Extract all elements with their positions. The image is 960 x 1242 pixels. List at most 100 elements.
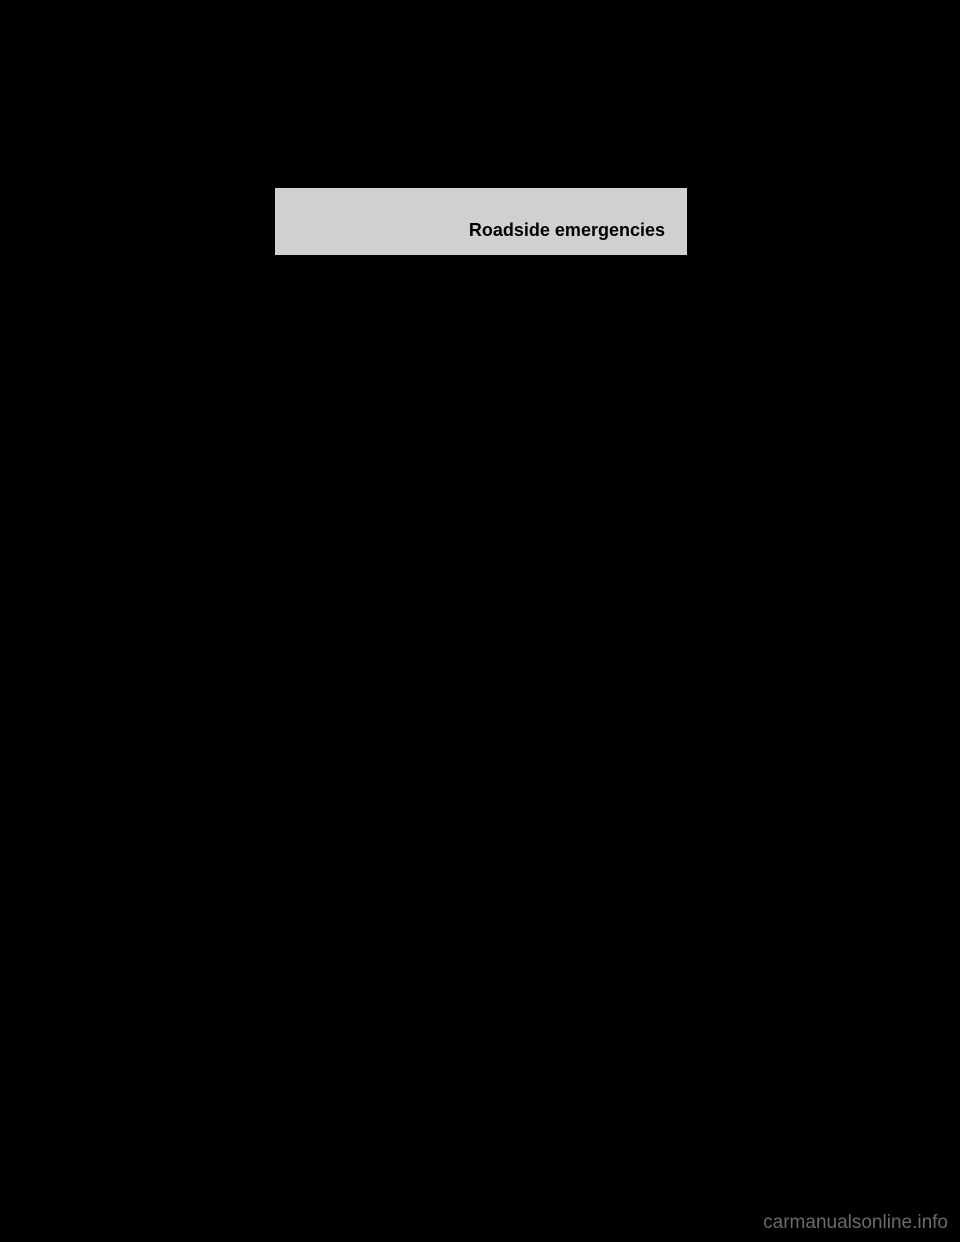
table-cell: 45 bbox=[276, 756, 347, 775]
table-cell: Starter bbox=[437, 795, 687, 814]
table-cell: 30A** bbox=[347, 563, 437, 582]
table-cell: Not Used bbox=[437, 872, 687, 891]
table-cell: Ignition Switch bbox=[437, 679, 687, 698]
table-cell: 40A** bbox=[347, 602, 437, 621]
table-cell: 27 bbox=[276, 380, 347, 399]
table-row: 51—Not Used bbox=[276, 872, 687, 891]
table-row: 28—Not Used bbox=[276, 400, 687, 419]
table-cell: Front Wiper Motor, Front Washer Pump (Ga… bbox=[437, 438, 687, 486]
table-cell: — bbox=[347, 380, 437, 399]
table-cell: Modified Vehicle Power, Power #1 and #2 bbox=[437, 505, 687, 524]
table-cell: 42 bbox=[276, 698, 347, 717]
table-cell: 10A* bbox=[347, 342, 437, 361]
table-row: 3320A**ABS Valve bbox=[276, 525, 687, 544]
table-cell: PCM Power bbox=[437, 563, 687, 582]
table-cell: 31 bbox=[276, 486, 347, 505]
table-row: 3620A**Rear Power Windows (without DSM) bbox=[276, 583, 687, 602]
table-cell: 28 bbox=[276, 400, 347, 419]
table-cell: 25 bbox=[276, 342, 347, 361]
table-cell: Rear Power Windows (without DSM) bbox=[437, 583, 687, 602]
table-cell: Driver Seat Motors bbox=[437, 621, 687, 640]
table-cell: — bbox=[347, 737, 437, 756]
table-row: 50—Not Used bbox=[276, 853, 687, 872]
table-row: 48—Auxiliary Cooling Fan (Diesel only) bbox=[276, 814, 687, 833]
table-row: 3130A**Climate Controlled Seats Modules bbox=[276, 486, 687, 505]
col-header-location: Fuse/Relay Location bbox=[276, 289, 347, 323]
table-cell: PJB bbox=[437, 419, 687, 438]
table-cell: — bbox=[347, 834, 437, 853]
table-cell: 37 bbox=[276, 602, 347, 621]
table-cell: 51 bbox=[276, 872, 347, 891]
fuse-table: Fuse/Relay Location Fuse Amp Rating Desc… bbox=[275, 288, 687, 911]
table-cell: Not Used bbox=[437, 323, 687, 342]
table-cell: 30A** bbox=[347, 660, 437, 679]
table-cell: 40 bbox=[276, 660, 347, 679]
table-cell: 36 bbox=[276, 583, 347, 602]
table-cell: 48 bbox=[276, 814, 347, 833]
table-cell: 38 bbox=[276, 621, 347, 640]
table-row: 27—Not Used bbox=[276, 380, 687, 399]
table-cell: Heated Backlite bbox=[437, 698, 687, 717]
table-cell: 30A** bbox=[347, 438, 437, 486]
table-cell: 49 bbox=[276, 834, 347, 853]
table-cell: — bbox=[347, 795, 437, 814]
table-header-row: Fuse/Relay Location Fuse Amp Rating Desc… bbox=[276, 289, 687, 323]
table-row: 3830A**Driver Seat Motors bbox=[276, 621, 687, 640]
table-row: 52—Not Used bbox=[276, 891, 687, 910]
table-cell: ABS Valve bbox=[437, 525, 687, 544]
table-row: 45—Washer Pump (Diesel only) bbox=[276, 756, 687, 775]
table-cell: 30 bbox=[276, 438, 347, 486]
table-cell: — bbox=[347, 756, 437, 775]
table-cell: 20A* bbox=[347, 361, 437, 380]
table-cell: Rear Power Point bbox=[437, 361, 687, 380]
table-cell: 20A** bbox=[347, 583, 437, 602]
table-row: 46—Fuel Pump bbox=[276, 776, 687, 795]
table-cell: 50 bbox=[276, 853, 347, 872]
table-cell: 26 bbox=[276, 361, 347, 380]
table-row: 2960A**PJB bbox=[276, 419, 687, 438]
table-cell: Rear Blower Motor bbox=[437, 602, 687, 621]
table-cell: 44 bbox=[276, 737, 347, 756]
table-cell: 50A** bbox=[347, 505, 437, 524]
table-cell: 30A** bbox=[347, 621, 437, 640]
table-cell: — bbox=[347, 872, 437, 891]
table-cell: Fuel Pump bbox=[437, 776, 687, 795]
table-cell: — bbox=[347, 776, 437, 795]
table-cell: 41 bbox=[276, 679, 347, 698]
table-cell: 39 bbox=[276, 641, 347, 660]
table-row: 3930A**Passenger Seat or Third Row Seat bbox=[276, 641, 687, 660]
table-cell: Not Used bbox=[437, 400, 687, 419]
table-cell: — bbox=[347, 814, 437, 833]
table-cell: 40A** bbox=[347, 679, 437, 698]
table-row: 2510A*Left Headlamp Low Beam bbox=[276, 342, 687, 361]
table-row: 3530A**PCM Power bbox=[276, 563, 687, 582]
table-cell: Not Used bbox=[437, 834, 687, 853]
table-cell: 32 bbox=[276, 505, 347, 524]
table-cell: Passenger Seat or Third Row Seat bbox=[437, 641, 687, 660]
page-title: Roadside emergencies bbox=[469, 220, 665, 241]
table-row: 24—Not Used bbox=[276, 323, 687, 342]
watermark: carmanualsonline.info bbox=[763, 1212, 948, 1234]
table-cell: 52 bbox=[276, 891, 347, 910]
table-cell: 30A** bbox=[347, 641, 437, 660]
table-cell: Not Used bbox=[437, 891, 687, 910]
table-row: 4230A**Heated Backlite bbox=[276, 698, 687, 717]
header-band: Roadside emergencies bbox=[275, 188, 687, 256]
table-row: 4140A**Ignition Switch bbox=[276, 679, 687, 698]
table-cell: 46 bbox=[276, 776, 347, 795]
table-cell: 43 bbox=[276, 718, 347, 737]
table-cell: Auxiliary Blower Motor bbox=[437, 544, 687, 563]
table-cell: — bbox=[347, 853, 437, 872]
table-row: 4030A**DSM Power, Rear Power Windows bbox=[276, 660, 687, 679]
table-cell: 30A** bbox=[347, 486, 437, 505]
table-cell: Auxiliary Cooling Fan (Diesel only) bbox=[437, 814, 687, 833]
table-cell: — bbox=[347, 323, 437, 342]
table-cell: 29 bbox=[276, 419, 347, 438]
table-cell: 30A** bbox=[347, 544, 437, 563]
table-row: 3740A**Rear Blower Motor bbox=[276, 602, 687, 621]
table-cell: Washer Pump (Diesel only) bbox=[437, 756, 687, 775]
table-row: 2620A*Rear Power Point bbox=[276, 361, 687, 380]
table-row: 3430A**Auxiliary Blower Motor bbox=[276, 544, 687, 563]
table-cell: 24 bbox=[276, 323, 347, 342]
table-cell: 60A** bbox=[347, 419, 437, 438]
